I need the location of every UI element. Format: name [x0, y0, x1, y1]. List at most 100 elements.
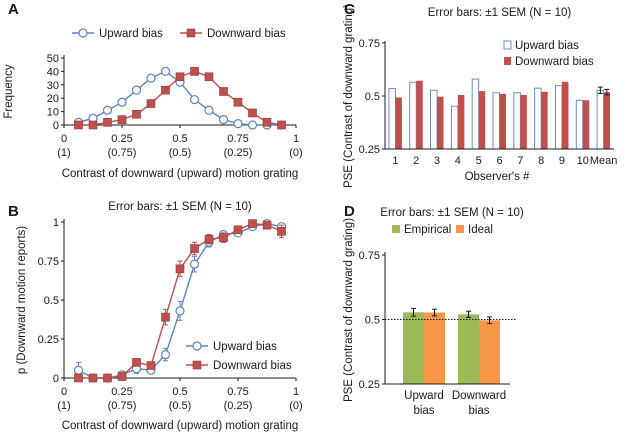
x-tick-label: 0.25: [111, 386, 132, 398]
data-point: [175, 264, 185, 274]
y-axis-label: PSE (Contrast of downward grating): [343, 218, 355, 402]
y-tick-label: 0.5: [365, 91, 380, 103]
data-point: [233, 97, 243, 107]
y-tick-label: 0.25: [359, 379, 380, 391]
y-tick-label: 0.75: [359, 38, 380, 50]
bar-upward: [450, 105, 459, 150]
y-tick-label: 1: [53, 217, 59, 229]
legend-label: Downward bias: [213, 360, 292, 372]
x-tick-label-secondary: (0.25): [224, 147, 253, 159]
bar-downward: [520, 94, 527, 149]
legend-swatch-ideal: [456, 225, 464, 233]
data-point: [146, 99, 156, 108]
x-tick-label: 0.75: [227, 133, 248, 145]
x-tick-label-secondary: (1): [57, 400, 70, 412]
legend-circle-icon: [78, 28, 88, 38]
data-point: [103, 118, 112, 127]
x-tick-label: 1: [293, 133, 299, 145]
y-tick-label: 0: [53, 373, 59, 385]
y-tick-label: 0: [53, 120, 59, 132]
chart-title: Error bars: ±1 SEM (N = 10): [108, 201, 252, 213]
data-point: [204, 72, 214, 82]
bar-upward: [534, 87, 542, 150]
x-tick-label: 1: [293, 386, 299, 398]
bar-downward: [561, 81, 569, 149]
data-point: [74, 373, 83, 383]
data-point: [73, 365, 84, 375]
x-tick-label: 4: [455, 155, 461, 167]
y-tick-label: 40: [47, 66, 59, 78]
panel-label-b: B: [8, 203, 19, 220]
x-tick-label: 0: [61, 133, 67, 145]
data-point: [204, 234, 214, 244]
bar-downward: [541, 91, 548, 149]
bar-upward: [596, 89, 605, 150]
chart-title: Error bars: ±1 SEM (N = 10): [380, 207, 524, 219]
bar-empirical: [403, 312, 424, 384]
panel-d-mean-pse-chart: Error bars: ±1 SEM (N = 10) 0.25 0.5 0.75 PS…: [343, 207, 524, 417]
y-tick-label: 0.5: [365, 315, 380, 327]
panel-a-frequency-chart: 010203040500(1)0.25(0.75)0.5(0.5)0.75(0.…: [3, 28, 303, 180]
bar-downward: [416, 80, 423, 149]
legend-label: Downward bias: [515, 56, 594, 68]
x-tick-label: 5: [476, 155, 482, 167]
data-point: [161, 312, 170, 322]
data-point: [219, 233, 228, 242]
data-point: [102, 105, 113, 115]
panel-b-psychometric-chart: 0 0.25 0.5 0.75 1 0 (1) 0.25 (0.75) 0.5 (0.5) 0.75 (…: [16, 201, 303, 432]
panel-label-d: D: [344, 203, 355, 220]
legend-swatch-upward: [503, 40, 512, 50]
data-point: [277, 120, 286, 130]
y-tick-label: 0.25: [359, 144, 380, 156]
data-point: [175, 306, 185, 316]
data-point: [132, 358, 141, 367]
data-point: [88, 120, 98, 130]
x-tick-label: 3: [434, 155, 440, 167]
bar-empirical: [458, 314, 479, 384]
x-tick-label: 6: [496, 155, 502, 167]
y-tick-label: 0.5: [44, 295, 59, 307]
y-axis-label: Frequency: [3, 64, 15, 119]
x-tick-label-secondary: (0.5): [169, 400, 192, 412]
data-point: [189, 94, 200, 105]
y-tick-label: 20: [47, 93, 59, 105]
x-tick-label: 0: [61, 386, 67, 398]
legend-label: Ideal: [468, 224, 493, 236]
data-point: [233, 119, 243, 129]
y-tick-label: 0.75: [38, 256, 59, 268]
data-point: [204, 105, 214, 115]
x-axis-label: Contrast of downward (upward) motion gra…: [62, 168, 299, 180]
data-point: [248, 108, 257, 118]
data-point: [117, 372, 127, 381]
data-point: [160, 66, 171, 77]
legend-label: Downward bias: [207, 28, 286, 40]
data-point: [189, 259, 200, 269]
bar-downward: [582, 100, 590, 149]
bar-upward: [409, 81, 417, 150]
bar-downward: [603, 92, 611, 149]
data-point: [190, 244, 199, 253]
y-tick-label: 0.75: [359, 250, 380, 262]
legend-label: Empirical: [404, 224, 451, 236]
data-point: [277, 227, 286, 236]
x-tick-label: 0.25: [111, 133, 132, 145]
y-tick-label: 10: [47, 107, 59, 119]
bar-upward: [492, 92, 500, 150]
data-point: [146, 73, 156, 83]
data-point: [247, 120, 258, 130]
bar-downward: [457, 94, 465, 149]
y-tick-label: 50: [47, 53, 59, 65]
bar-upward: [513, 92, 521, 150]
bar-ideal: [424, 312, 445, 384]
data-point: [160, 350, 171, 360]
y-axis-label: p (Downward motion reports): [16, 226, 28, 374]
data-point: [88, 373, 98, 383]
y-axis-label: PSE (Contrast of downward grating): [343, 4, 355, 188]
legend-circle-icon: [192, 341, 202, 351]
data-point: [262, 220, 272, 230]
data-point: [131, 85, 142, 95]
bar-downward: [478, 91, 486, 149]
bar-upward: [575, 99, 584, 150]
x-tick-label-secondary: (0.75): [108, 147, 137, 159]
legend-swatch-empirical: [392, 225, 400, 233]
